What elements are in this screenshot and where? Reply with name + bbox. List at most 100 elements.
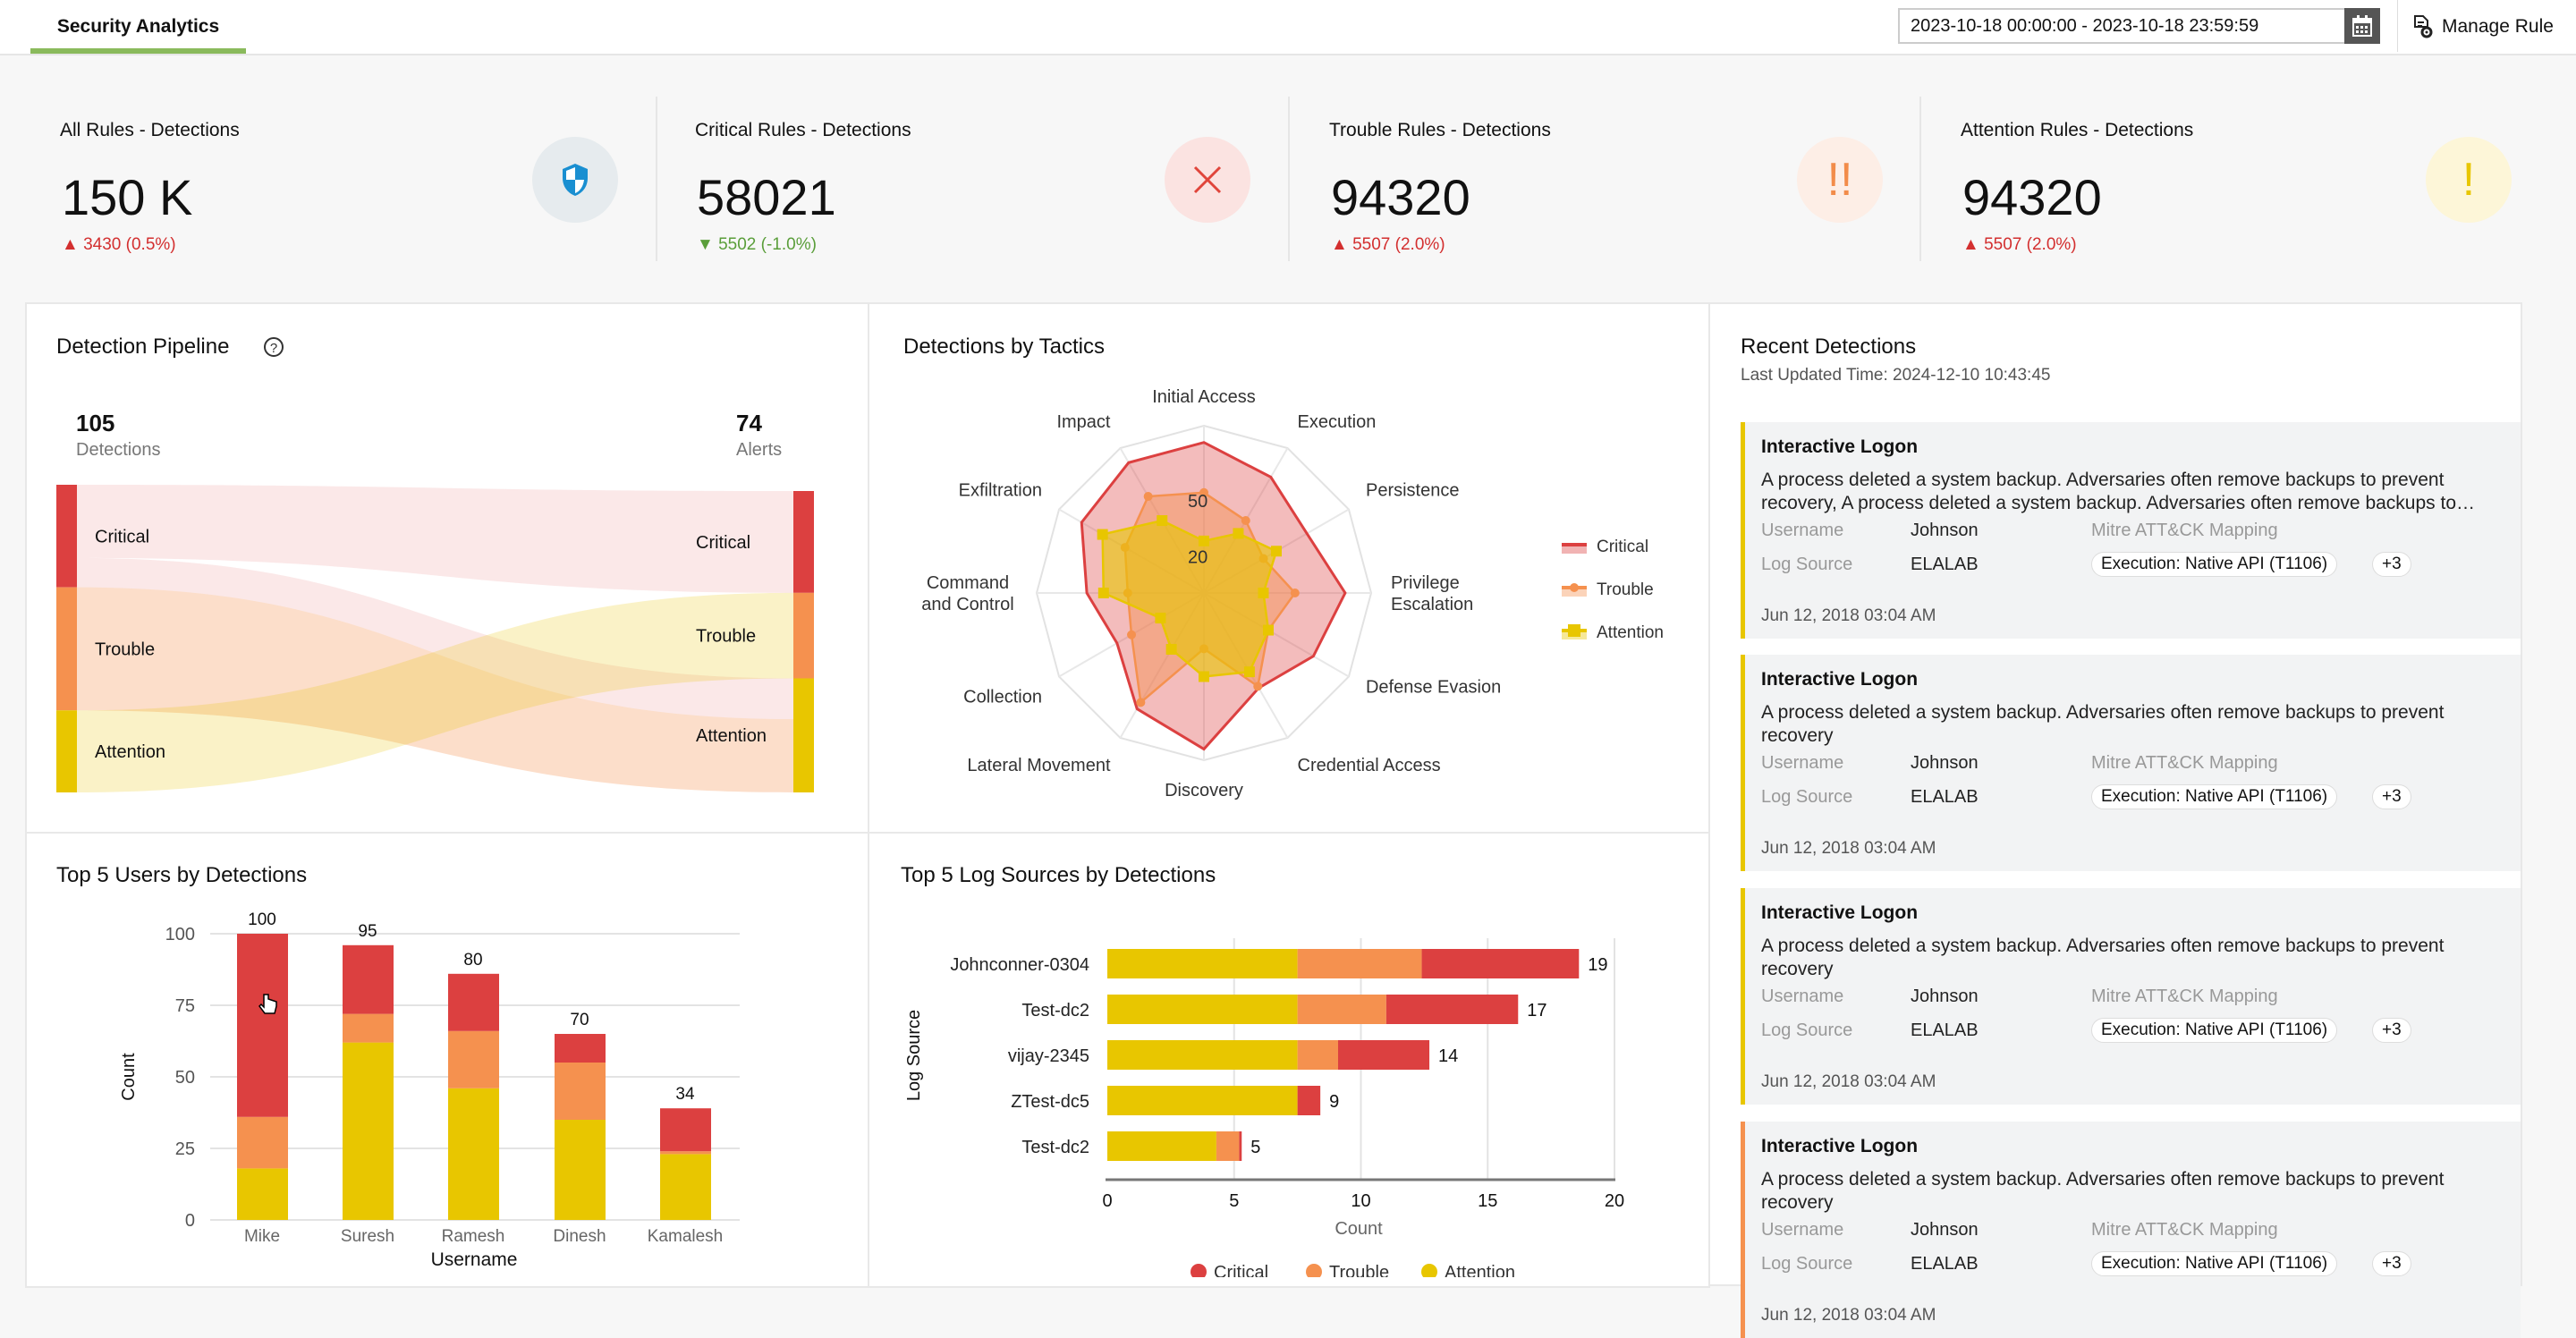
radar-point-attention[interactable] (1097, 588, 1109, 598)
radar-point-attention[interactable] (1155, 613, 1166, 624)
radar-point-trouble[interactable] (1253, 682, 1263, 691)
x-tick-label: Dinesh (553, 1227, 606, 1246)
radar-point-attention[interactable] (1097, 529, 1108, 540)
arrow-down-icon: ▼ (697, 235, 719, 254)
kpi-change: ▲ 3430 (0.5%) (62, 235, 176, 255)
radar-point-trouble[interactable] (1241, 516, 1250, 526)
bar-ramesh-critical[interactable] (448, 973, 499, 1031)
bar-attention[interactable] (1107, 1131, 1216, 1161)
radar-point-attention[interactable] (1199, 671, 1209, 682)
bar-suresh-critical[interactable] (343, 944, 394, 1014)
radar-axis-label: Impact (1056, 412, 1110, 432)
right-node-trouble[interactable] (793, 592, 814, 679)
bar-critical[interactable] (1239, 1131, 1242, 1161)
bar-trouble[interactable] (1297, 949, 1422, 978)
radar-point-attention[interactable] (1157, 515, 1168, 527)
bar-mike-critical[interactable] (237, 934, 288, 1117)
tab-security-analytics[interactable]: Security Analytics (30, 0, 246, 54)
flow-critical-to-critical[interactable] (77, 485, 793, 593)
bar-total-label: 95 (358, 922, 377, 941)
bar-mike-trouble[interactable] (237, 1116, 288, 1169)
flow-attention-to-trouble[interactable] (77, 592, 793, 792)
radar-point-attention[interactable] (1243, 666, 1255, 678)
bar-kamalesh-attention[interactable] (660, 1154, 711, 1220)
bar-trouble[interactable] (1216, 1131, 1240, 1161)
right-node-critical[interactable] (793, 491, 814, 593)
bar-critical[interactable] (1337, 1040, 1430, 1070)
more-mappings-chip[interactable]: +3 (2372, 552, 2411, 577)
radar-point-trouble[interactable] (1136, 698, 1146, 707)
logsource-chart-title: Top 5 Log Sources by Detections (901, 863, 1216, 887)
bar-dinesh-attention[interactable] (555, 1120, 606, 1220)
bar-critical[interactable] (1421, 949, 1580, 978)
right-node-attention[interactable] (793, 678, 814, 792)
detection-card[interactable]: Interactive Logon A process deleted a sys… (1741, 422, 2521, 639)
mitre-chip[interactable]: Execution: Native API (T1106) (2091, 1018, 2338, 1043)
radar-point-attention[interactable] (1270, 546, 1282, 557)
radar-point-attention[interactable] (1233, 528, 1244, 539)
radar-point-trouble[interactable] (1127, 630, 1137, 639)
bar-total-label: 14 (1438, 1046, 1458, 1066)
bar-kamalesh-critical[interactable] (660, 1108, 711, 1152)
left-node-trouble[interactable] (56, 587, 77, 711)
bar-attention[interactable] (1107, 1040, 1298, 1070)
left-node-critical[interactable] (56, 485, 77, 588)
calendar-button[interactable] (2344, 8, 2380, 44)
bar-attention[interactable] (1107, 949, 1298, 978)
x-axis-title: Count (1335, 1219, 1383, 1239)
bar-trouble[interactable] (1297, 1040, 1338, 1070)
date-range-input[interactable]: 2023-10-18 00:00:00 - 2023-10-18 23:59:5… (1898, 8, 2380, 44)
bar-dinesh-trouble[interactable] (555, 1063, 606, 1120)
legend-trouble[interactable]: Trouble (1562, 580, 1654, 599)
legend-attention[interactable]: Attention (1421, 1263, 1515, 1277)
legend-trouble[interactable]: Trouble (1306, 1263, 1389, 1277)
bar-suresh-trouble[interactable] (343, 1013, 394, 1043)
radar-point-attention[interactable] (1258, 588, 1269, 598)
bar-ramesh-trouble[interactable] (448, 1030, 499, 1088)
bar-attention[interactable] (1107, 1086, 1298, 1115)
pipeline-sankey: Critical Trouble Attention Critical Trouble A… (56, 485, 814, 792)
x-tick-label: Kamalesh (648, 1227, 724, 1246)
detection-card[interactable]: Interactive Logon A process deleted a sys… (1741, 888, 2521, 1105)
y-axis-title: Count (119, 1053, 139, 1101)
mitre-chip[interactable]: Execution: Native API (T1106) (2091, 552, 2338, 577)
bar-suresh-attention[interactable] (343, 1042, 394, 1220)
radar-point-attention[interactable] (1199, 535, 1209, 546)
tactics-panel (868, 302, 1710, 834)
manage-rule-button[interactable]: Manage Rule (2413, 13, 2554, 41)
legend-attention[interactable]: Attention (1562, 623, 1664, 642)
detection-title: Interactive Logon (1761, 436, 1919, 457)
detection-card[interactable]: Interactive Logon A process deleted a sys… (1741, 655, 2521, 871)
arrow-up-icon: ▲ (1331, 235, 1353, 254)
more-mappings-chip[interactable]: +3 (2372, 1018, 2411, 1043)
legend-critical[interactable]: Critical (1562, 538, 1648, 556)
radar-point-attention[interactable] (1262, 624, 1274, 636)
legend-critical[interactable]: Critical (1191, 1263, 1268, 1277)
flow-critical-to-attention[interactable] (77, 557, 793, 720)
bar-mike-attention[interactable] (237, 1168, 288, 1220)
radar-tick-label: 50 (1188, 492, 1208, 512)
detection-card[interactable]: Interactive Logon A process deleted a sys… (1741, 1122, 2521, 1338)
left-node-attention[interactable] (56, 710, 77, 792)
radar-point-trouble[interactable] (1290, 589, 1300, 597)
radar-point-trouble[interactable] (1199, 487, 1208, 497)
bar-total-label: 17 (1527, 1001, 1546, 1020)
mitre-chip[interactable]: Execution: Native API (T1106) (2091, 784, 2338, 809)
bar-kamalesh-trouble[interactable] (660, 1151, 711, 1155)
left-node-label: Attention (95, 742, 165, 762)
mitre-label: Mitre ATT&CK Mapping (2091, 987, 2278, 1006)
flow-trouble-to-attention[interactable] (77, 587, 793, 792)
more-mappings-chip[interactable]: +3 (2372, 784, 2411, 809)
bar-trouble[interactable] (1297, 995, 1386, 1024)
bar-dinesh-critical[interactable] (555, 1034, 606, 1063)
username-value: Johnson (1911, 1220, 1979, 1240)
bar-ramesh-attention[interactable] (448, 1088, 499, 1220)
bar-critical[interactable] (1385, 995, 1519, 1024)
help-icon[interactable]: ? (263, 336, 284, 358)
bar-attention[interactable] (1107, 995, 1298, 1024)
mitre-chip[interactable]: Execution: Native API (T1106) (2091, 1251, 2338, 1276)
bar-critical[interactable] (1297, 1086, 1321, 1115)
radar-point-attention[interactable] (1165, 643, 1177, 655)
radar-point-trouble[interactable] (1143, 492, 1153, 502)
more-mappings-chip[interactable]: +3 (2372, 1251, 2411, 1276)
